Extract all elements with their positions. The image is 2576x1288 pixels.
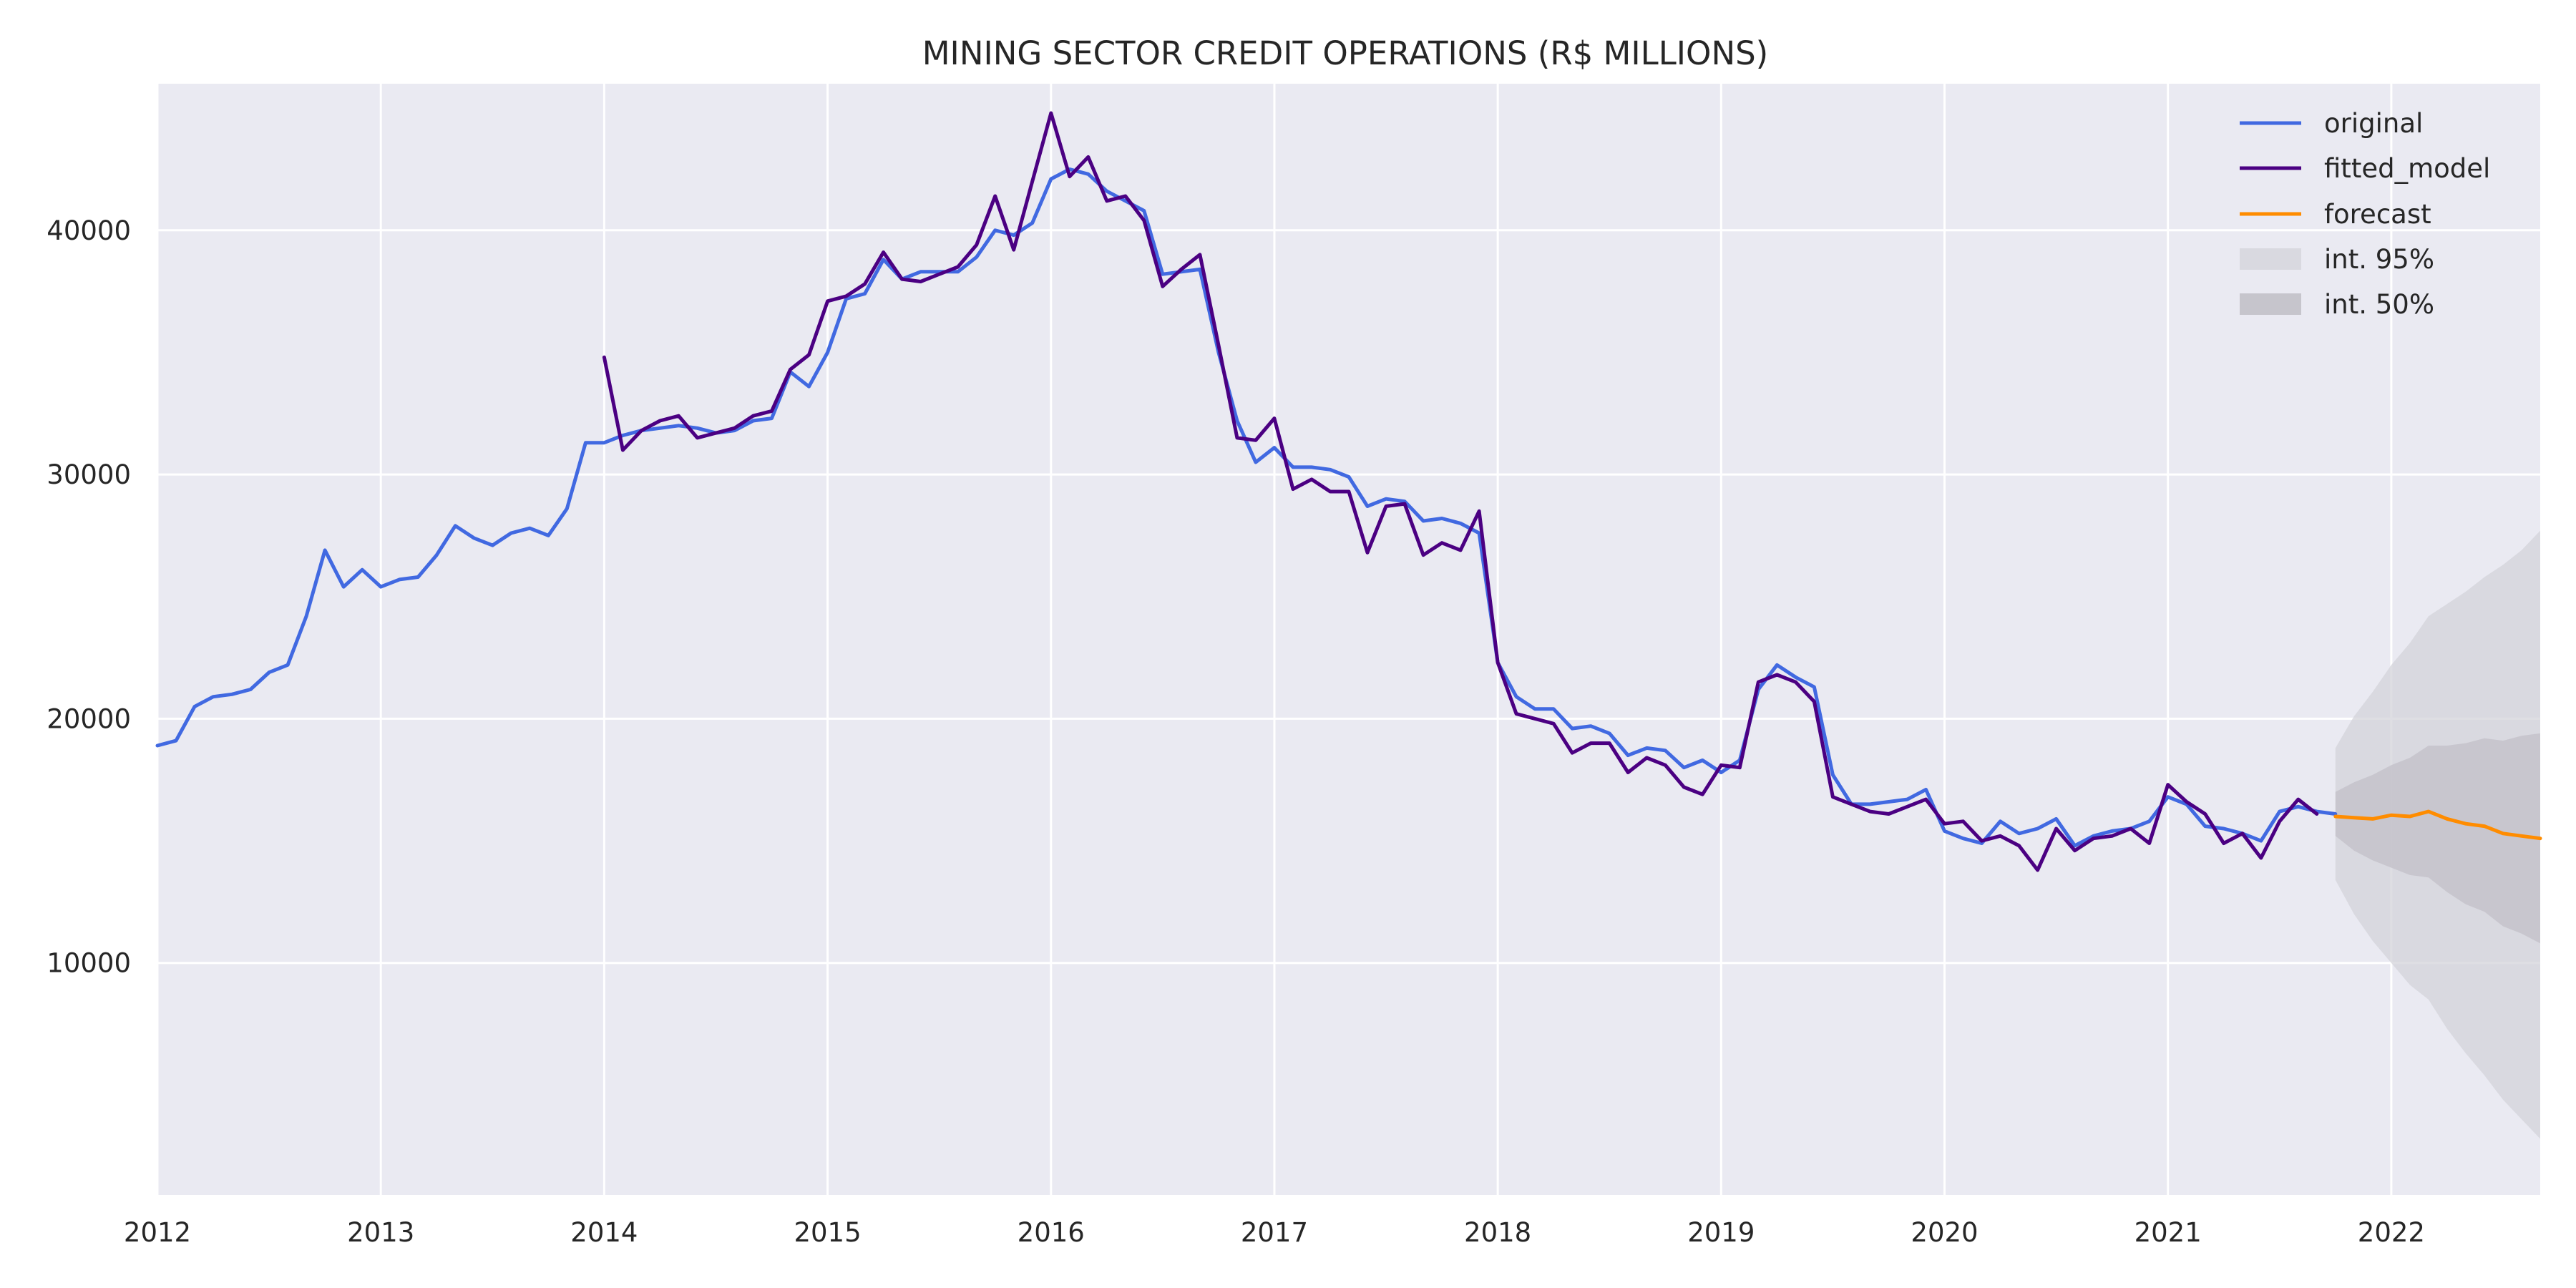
series-line-original: [155, 167, 2338, 848]
x-tick-label: 2022: [2358, 1217, 2425, 1248]
legend-label-int-50: int. 50%: [2324, 289, 2434, 320]
legend-swatch-int-50: [2240, 293, 2301, 315]
series-line-forecast: [2333, 809, 2542, 841]
legend-label-fitted-model: fitted_model: [2324, 153, 2490, 184]
legend-swatch-int-95: [2240, 248, 2301, 270]
y-tick-label: 20000: [47, 703, 131, 734]
x-tick-label: 2019: [1687, 1217, 1755, 1248]
y-axis-ticks: 10000 20000 30000 40000: [47, 215, 131, 979]
x-tick-label: 2015: [794, 1217, 861, 1248]
chart-title: MINING SECTOR CREDIT OPERATIONS (R$ MILL…: [922, 34, 1769, 72]
legend-label-original: original: [2324, 108, 2423, 139]
interval-50-band: [2335, 733, 2540, 944]
x-tick-label: 2012: [124, 1217, 191, 1248]
y-tick-label: 10000: [47, 948, 131, 979]
x-gridlines: [156, 84, 2393, 1195]
x-tick-label: 2020: [1911, 1217, 1978, 1248]
y-tick-label: 40000: [47, 215, 131, 246]
series-line-fitted-model: [602, 111, 2319, 872]
forecast-intervals: [2335, 530, 2540, 1139]
x-axis-ticks: 2012 2013 2014 2015 2016 2017 2018 2019 2020 2021…: [124, 1217, 2425, 1248]
series-lines: [155, 111, 2542, 872]
plot-area: [157, 84, 2540, 1195]
y-tick-label: 30000: [47, 459, 131, 490]
x-tick-label: 2016: [1018, 1217, 1085, 1248]
x-tick-label: 2013: [347, 1217, 414, 1248]
legend-label-forecast: forecast: [2324, 199, 2431, 230]
x-tick-label: 2021: [2135, 1217, 2202, 1248]
legend-label-int-95: int. 95%: [2324, 244, 2434, 275]
legend: original fitted_model forecast int. 95% …: [2240, 108, 2490, 320]
x-tick-label: 2014: [570, 1217, 638, 1248]
x-tick-label: 2018: [1464, 1217, 1531, 1248]
x-tick-label: 2017: [1241, 1217, 1308, 1248]
y-gridlines: [157, 229, 2540, 965]
